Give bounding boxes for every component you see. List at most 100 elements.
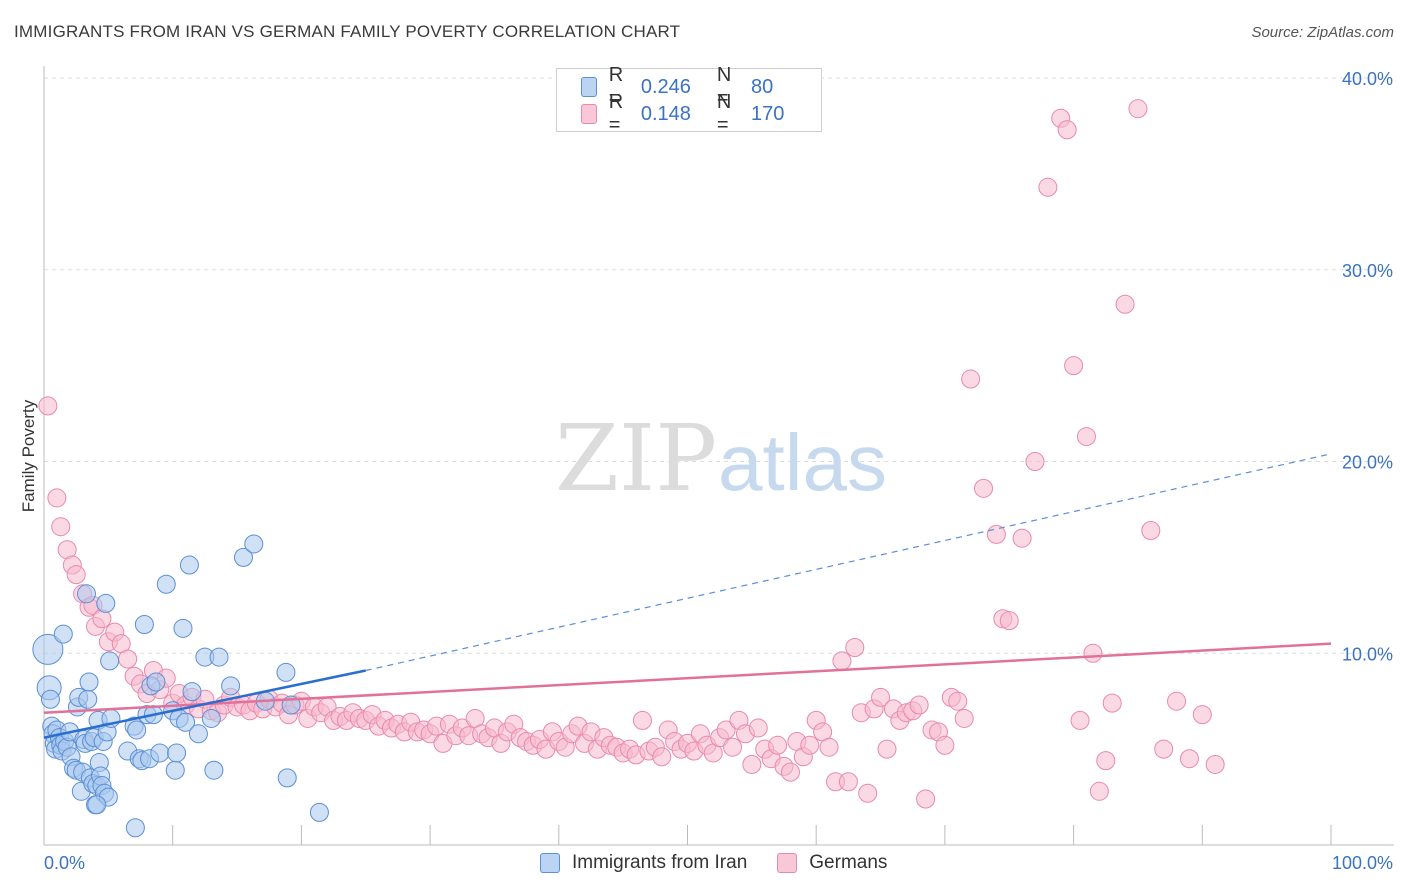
data-point-germans [1070, 710, 1090, 730]
data-point-germans [716, 720, 736, 740]
trend-line-iran [43, 669, 367, 739]
bottom-legend: Immigrants from Iran Germans [540, 852, 917, 874]
trend-lines [43, 453, 1332, 739]
data-point-germans [1179, 749, 1199, 769]
data-point-germans [1076, 427, 1096, 447]
data-point-germans [909, 695, 929, 715]
data-point-germans [871, 687, 891, 707]
data-point-iran [309, 802, 329, 822]
legend-n-label: N = [716, 64, 732, 109]
legend-r-label: R = [608, 64, 624, 109]
data-point-iran [182, 682, 202, 702]
legend-n-value: 80 [751, 75, 774, 98]
data-point-germans [1205, 754, 1225, 774]
data-point-iran [53, 624, 73, 644]
data-point-germans [974, 478, 994, 498]
y-tick-label: 10.0% [1342, 644, 1393, 664]
data-point-germans [948, 691, 968, 711]
data-point-iran [79, 672, 99, 692]
data-point-iran [78, 689, 98, 709]
data-point-iran [209, 647, 229, 667]
data-point-germans [780, 762, 800, 782]
data-point-iran [201, 708, 221, 728]
legend: R = 0.246 N = 80 R = 0.148 N = 170 [556, 64, 822, 136]
legend-swatch-pink [581, 104, 597, 124]
legend-swatch-blue [581, 77, 597, 97]
data-point-germans [1057, 120, 1077, 140]
chart-title: IMMIGRANTS FROM IRAN VS GERMAN FAMILY PO… [14, 22, 681, 41]
data-point-iran [40, 689, 60, 709]
data-point-germans [1038, 177, 1058, 197]
bottom-swatch-blue [540, 853, 560, 873]
data-point-iran [221, 676, 241, 696]
y-tick-label: 20.0% [1342, 453, 1393, 473]
data-point-iran [156, 574, 176, 594]
bottom-legend-germans: Germans [777, 852, 887, 874]
bottom-legend-iran: Immigrants from Iran [540, 852, 747, 874]
legend-r-value: 0.246 [640, 75, 691, 98]
bottom-legend-label-iran: Immigrants from Iran [572, 852, 748, 873]
data-point-germans [632, 710, 652, 730]
watermark-zip: ZIP [555, 405, 717, 512]
watermark-atlas: atlas [718, 418, 887, 507]
data-point-iran [127, 720, 147, 740]
data-point-germans [999, 611, 1019, 631]
legend-row-germans: R = 0.148 N = 170 [581, 91, 821, 136]
axis-labels: 10.0% 20.0% 30.0% 40.0% 0.0% 100.0% [44, 69, 1393, 873]
x-tick-label: 0.0% [44, 853, 85, 873]
data-point-germans [832, 651, 852, 671]
data-point-germans [748, 718, 768, 738]
data-point-iran [87, 795, 107, 815]
data-point-germans [768, 735, 788, 755]
data-point-iran [188, 724, 208, 744]
data-point-iran [244, 534, 264, 554]
trend-line-germans [43, 642, 1332, 714]
legend-r-value: 0.148 [640, 102, 691, 125]
data-point-iran [179, 555, 199, 575]
data-point-germans [1025, 452, 1045, 471]
y-tick-label: 40.0% [1342, 69, 1393, 89]
y-axis-title: Family Poverty [19, 399, 38, 512]
legend-n-value: 170 [751, 102, 785, 125]
data-point-iran [96, 593, 116, 613]
data-point-germans [723, 737, 743, 757]
data-point-germans [118, 649, 138, 669]
data-point-iran [277, 768, 297, 788]
data-point-germans [1096, 751, 1116, 771]
data-point-iran [173, 618, 193, 638]
bottom-swatch-pink [777, 853, 798, 873]
data-point-iran [204, 760, 224, 780]
data-point-iran [32, 633, 64, 665]
data-point-germans [1128, 99, 1148, 119]
data-point-germans [652, 747, 672, 767]
data-point-iran [100, 651, 120, 671]
data-point-germans [845, 637, 865, 657]
data-point-iran [76, 584, 96, 604]
data-point-iran [276, 662, 296, 682]
data-point-germans [66, 565, 86, 585]
data-point-germans [1154, 739, 1174, 759]
data-point-germans [1083, 643, 1103, 663]
data-point-iran [150, 743, 170, 763]
data-point-iran [167, 743, 187, 763]
data-point-germans [838, 772, 858, 792]
legend-r-label: R = [608, 91, 624, 136]
data-point-germans [742, 754, 762, 774]
data-point-germans [877, 739, 897, 759]
germans-points [38, 99, 1225, 809]
data-point-germans [51, 517, 71, 537]
data-point-germans [916, 789, 936, 809]
axes [43, 66, 1394, 846]
iran-points [32, 534, 329, 838]
data-point-germans [961, 369, 981, 389]
data-point-iran [233, 547, 253, 567]
data-point-germans [1012, 528, 1032, 548]
data-point-iran [125, 818, 145, 838]
data-point-germans [38, 396, 58, 416]
data-point-germans [800, 735, 820, 755]
data-point-germans [954, 708, 974, 728]
data-point-germans [1192, 705, 1212, 725]
data-point-germans [47, 488, 67, 508]
data-point-germans [819, 737, 839, 757]
